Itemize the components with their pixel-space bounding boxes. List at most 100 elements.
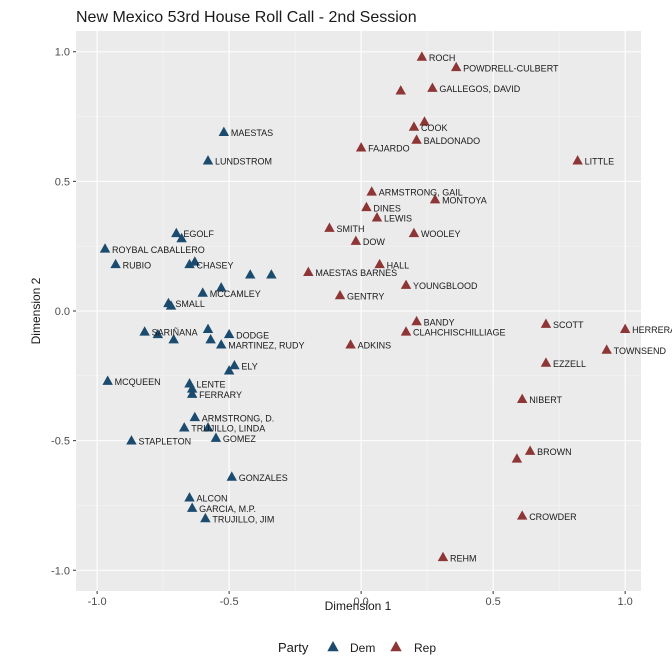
point-dem xyxy=(197,287,208,297)
point-dem xyxy=(215,339,227,349)
point-rep xyxy=(437,551,449,562)
y-axis-title: Dimension 2 xyxy=(29,277,43,344)
axis-ticks: -1.0 -0.5 0.0 0.5 1.0 -1.0 -0.5 0.0 0.5 1.0 xyxy=(51,47,633,608)
point-dem xyxy=(184,492,195,502)
point-label: MAESTAS BARNES xyxy=(315,268,397,278)
point-label: BROWN xyxy=(537,447,572,457)
point-dem xyxy=(202,323,214,333)
point-label: CHASEY xyxy=(197,260,234,270)
point-dem xyxy=(215,282,227,292)
point-label: GARCIA, M.P. xyxy=(199,504,256,514)
point-rep xyxy=(419,116,430,126)
chart-title: New Mexico 53rd House Roll Call - 2nd Se… xyxy=(76,9,417,26)
point-label: LENTE xyxy=(197,380,226,390)
point-rep xyxy=(324,222,335,232)
point-dem xyxy=(200,512,211,523)
legend-marker-dem xyxy=(327,641,339,652)
x-axis-title: Dimension 1 xyxy=(325,599,392,613)
point-label: COOK xyxy=(421,123,448,133)
point-label: TRUJILLO, LINDA xyxy=(191,424,265,434)
point-dem xyxy=(223,365,235,375)
point-label: DOW xyxy=(363,237,386,247)
point-label: GALLEGOS, DAVID xyxy=(439,84,520,94)
point-label: WOOLEY xyxy=(421,229,461,239)
point-rep xyxy=(411,134,422,144)
point-dem xyxy=(184,258,195,269)
point-rep xyxy=(374,258,385,269)
point-label: REHM xyxy=(450,553,477,563)
y-tick-label: 0.0 xyxy=(55,306,70,318)
point-dem xyxy=(189,256,201,266)
point-rep xyxy=(429,194,441,204)
point-dem xyxy=(223,328,235,339)
point-label: HERRERA xyxy=(632,325,672,335)
point-rep xyxy=(361,201,372,212)
point-label: LUNDSTROM xyxy=(215,157,272,167)
point-dem xyxy=(165,300,177,310)
point-rep xyxy=(395,85,406,95)
point-dem xyxy=(266,269,277,279)
point-dem xyxy=(229,359,240,370)
point-rep xyxy=(540,318,552,328)
point-label: SCOTT xyxy=(553,320,584,330)
point-label: CLAHCHISCHILLIAGE xyxy=(413,328,506,338)
point-dem xyxy=(186,383,198,393)
legend: Party Dem Rep xyxy=(278,640,436,655)
point-dem xyxy=(179,422,190,432)
point-dem xyxy=(205,334,216,344)
point-rep xyxy=(524,445,536,455)
point-label: FAJARDO xyxy=(368,144,410,154)
point-dem xyxy=(210,432,222,442)
y-tick-label: -1.0 xyxy=(51,565,70,577)
point-label: POWDRELL-CULBERT xyxy=(463,63,559,73)
point-label: CROWDER xyxy=(529,512,577,522)
point-rep xyxy=(400,279,412,289)
point-rep xyxy=(345,339,356,349)
data-points xyxy=(99,51,631,562)
legend-label-rep: Rep xyxy=(414,641,436,655)
point-rep xyxy=(516,393,528,403)
point-label: SMITH xyxy=(336,224,364,234)
point-dem xyxy=(102,375,113,385)
point-label: LEWIS xyxy=(384,214,412,224)
x-tick-label: -0.5 xyxy=(220,596,239,608)
point-label: DODGE xyxy=(236,330,269,340)
point-label: MCQUEEN xyxy=(115,377,161,387)
point-label: BANDY xyxy=(424,317,455,327)
point-label: BALDONADO xyxy=(424,136,481,146)
point-label: SARIÑANA xyxy=(152,328,198,338)
point-rep xyxy=(355,142,367,152)
point-dem xyxy=(152,328,164,339)
point-rep xyxy=(303,266,314,276)
point-dem xyxy=(202,422,214,432)
x-tick-label: 1.0 xyxy=(618,596,633,608)
point-rep xyxy=(619,323,631,333)
point-label: SMALL xyxy=(175,299,205,309)
point-label: GENTRY xyxy=(347,291,384,301)
point-rep xyxy=(411,315,422,326)
point-label: HALL xyxy=(387,260,410,270)
point-dem xyxy=(226,471,237,481)
point-rep xyxy=(450,61,462,72)
point-dem xyxy=(99,243,111,253)
point-dem xyxy=(186,388,198,398)
point-rep xyxy=(511,453,523,463)
point-label: ELY xyxy=(241,361,257,371)
point-label: YOUNGBLOOD xyxy=(413,281,478,291)
point-rep xyxy=(572,155,583,165)
point-rep xyxy=(516,510,528,520)
point-label: ARMSTRONG, D. xyxy=(202,413,275,423)
point-rep xyxy=(427,82,438,92)
point-label: MARTINEZ, RUDY xyxy=(228,341,304,351)
point-label: EZZELL xyxy=(553,359,586,369)
point-label: RUBIO xyxy=(123,260,152,270)
point-dem xyxy=(126,435,137,445)
legend-label-dem: Dem xyxy=(350,641,375,655)
point-dem xyxy=(202,155,214,165)
point-rep xyxy=(366,186,377,196)
point-rep xyxy=(408,121,420,131)
point-label: ROYBAL CABALLERO xyxy=(112,245,205,255)
point-rep xyxy=(601,344,612,354)
point-label: MAESTAS xyxy=(231,128,273,138)
